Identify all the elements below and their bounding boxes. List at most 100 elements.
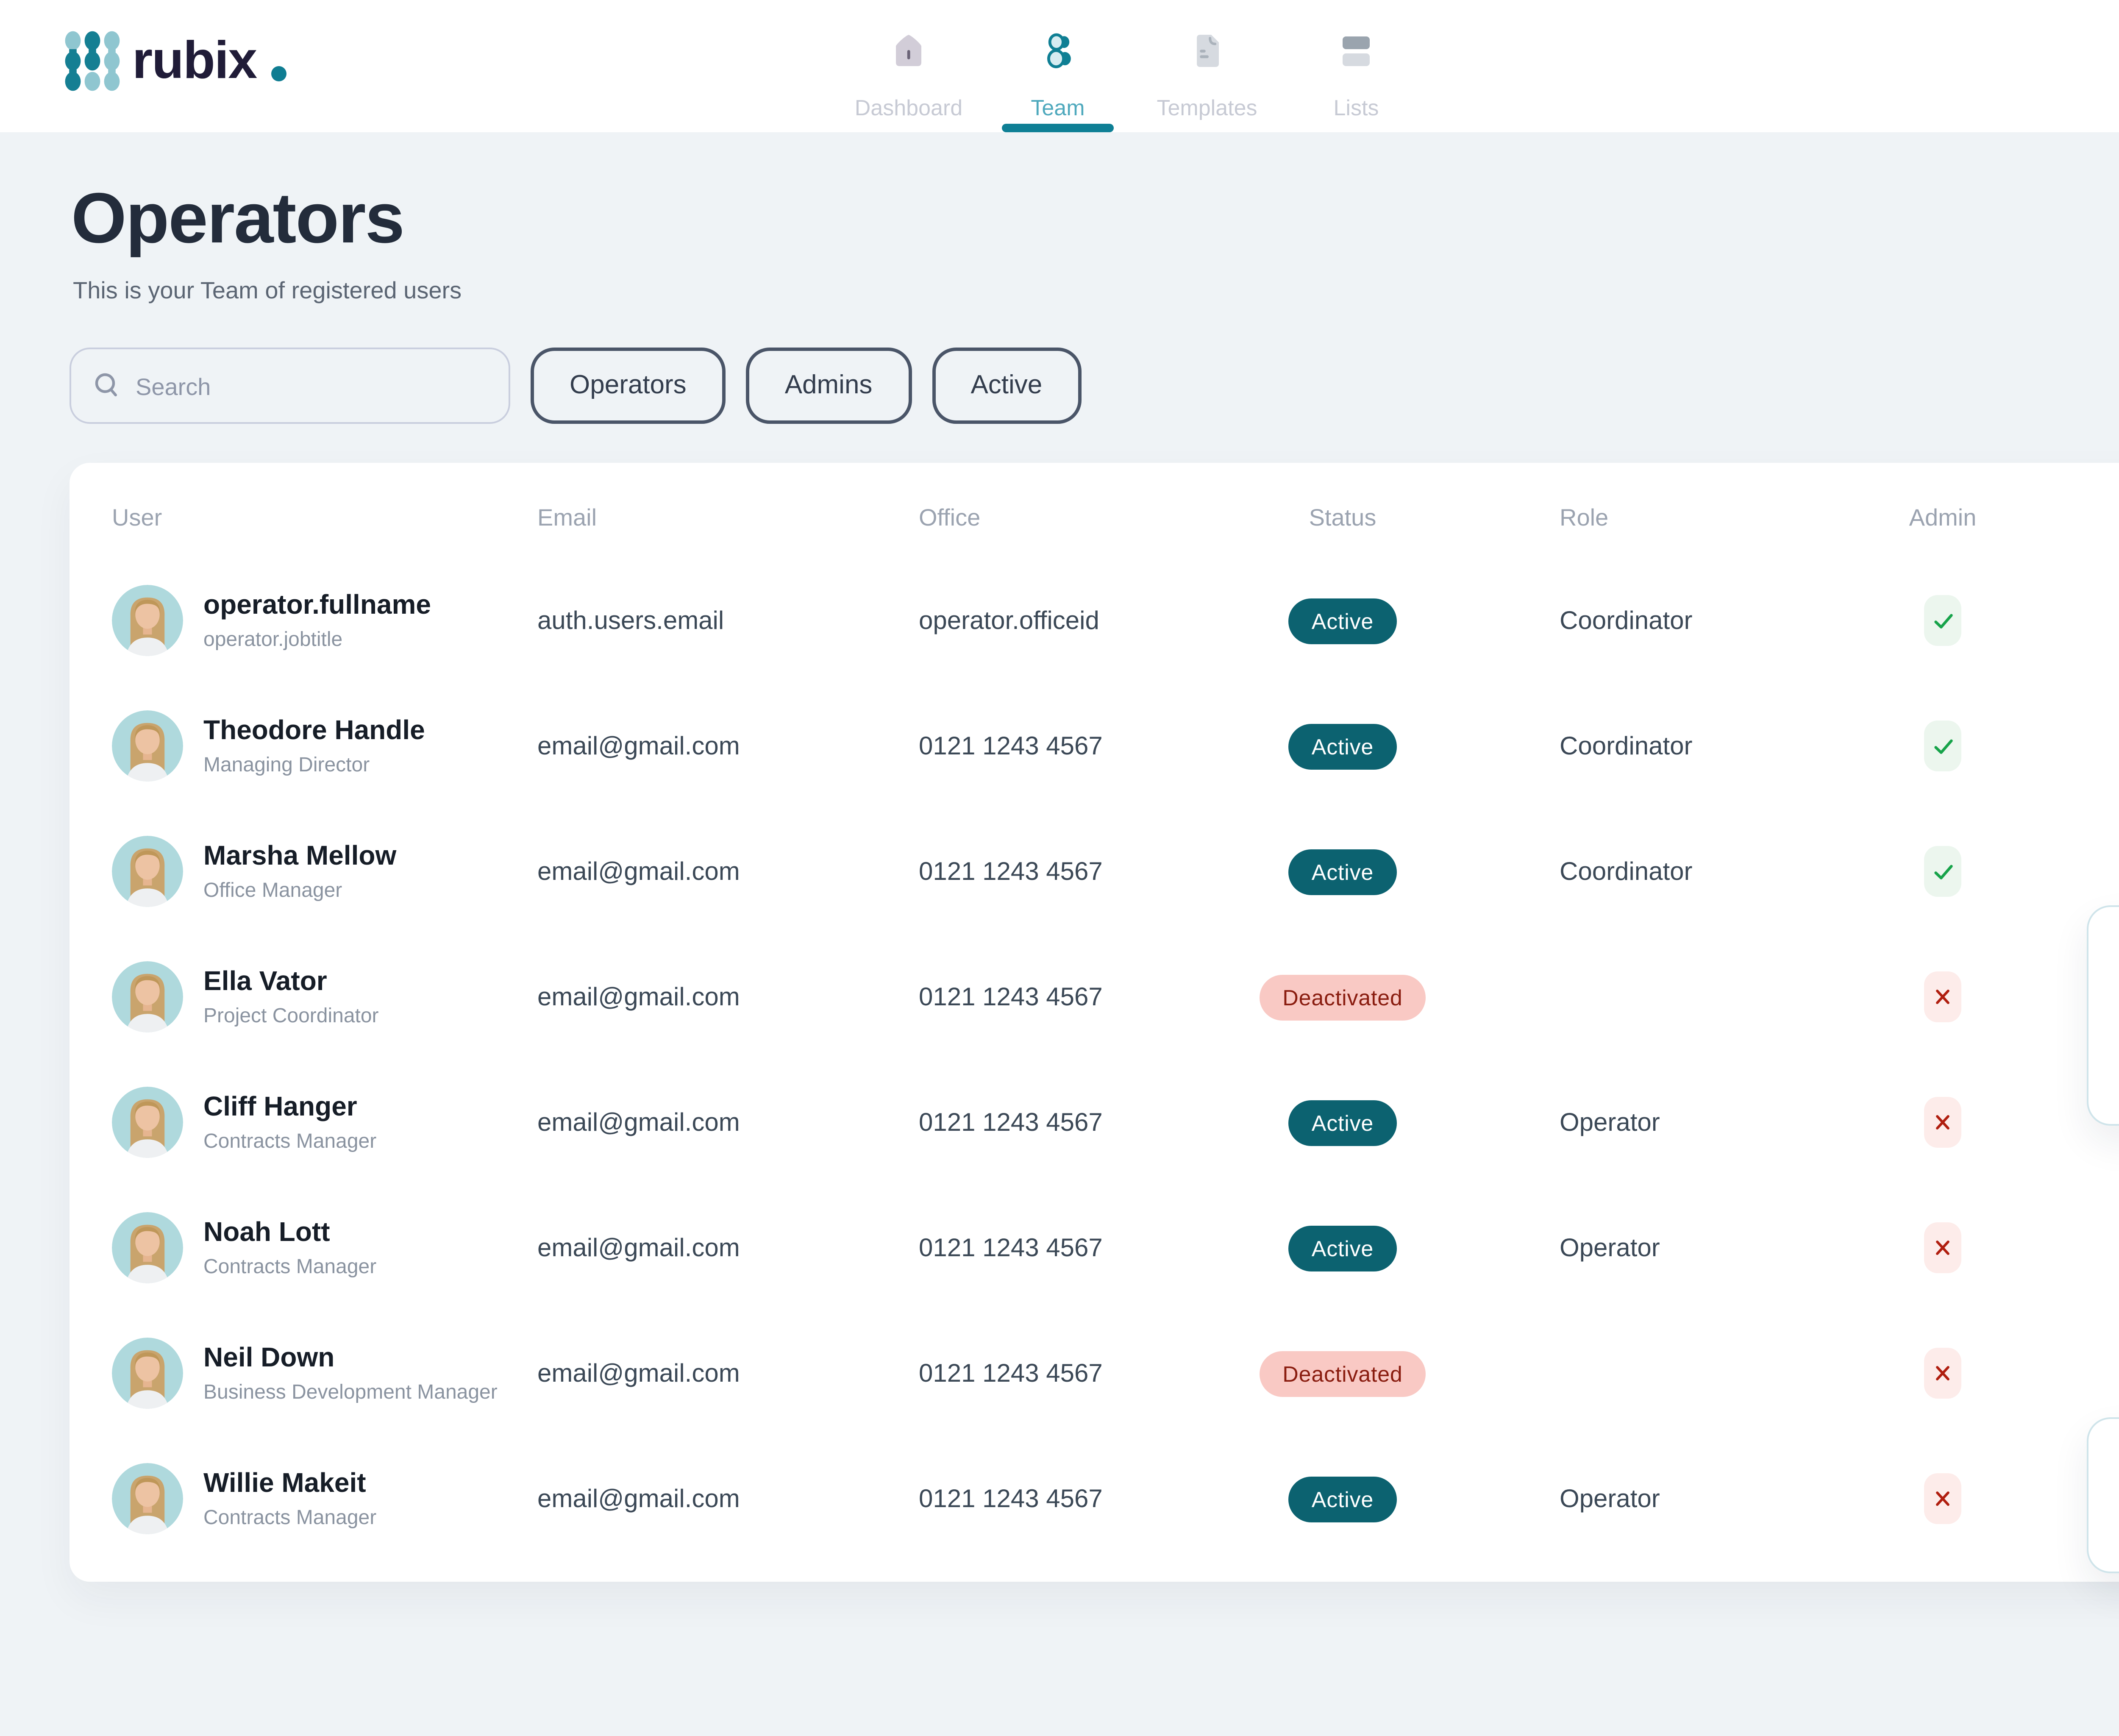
col-header-status: Status bbox=[1309, 504, 1377, 531]
admin-cell bbox=[1834, 1473, 2051, 1524]
user-avatar bbox=[112, 1463, 183, 1534]
office-cell: 0121 1243 4567 bbox=[919, 732, 1103, 760]
team-icon bbox=[1037, 31, 1078, 80]
admin-cell bbox=[1834, 595, 2051, 646]
user-name: Theodore Handle bbox=[203, 716, 425, 745]
rubix-logo[interactable]: rubix bbox=[64, 29, 287, 93]
table-row: Ella Vator Project Coordinator email@gma… bbox=[112, 934, 2119, 1060]
status-cell: Active bbox=[1258, 598, 1427, 643]
admin-yes-icon bbox=[1924, 595, 1961, 646]
user-text: Willie Makeit Contracts Manager bbox=[203, 1469, 376, 1528]
office-cell: 0121 1243 4567 bbox=[919, 1108, 1103, 1137]
col-header-user: User bbox=[112, 504, 162, 531]
email-cell: email@gmail.com bbox=[537, 982, 740, 1011]
role-cell: Coordinator bbox=[1560, 606, 1693, 635]
brand-name: rubix bbox=[132, 31, 257, 90]
menu-item-reactivate[interactable]: Reactivate bbox=[2088, 1495, 2119, 1560]
user-cell: Ella Vator Project Coordinator bbox=[112, 961, 537, 1032]
table-row: Willie Makeit Contracts Manager email@gm… bbox=[112, 1436, 2119, 1561]
page-title: Operators bbox=[71, 178, 405, 258]
status-badge: Active bbox=[1288, 723, 1398, 769]
admin-cell bbox=[1834, 721, 2051, 771]
email-cell: email@gmail.com bbox=[537, 857, 740, 886]
admin-no-icon bbox=[1924, 1348, 1961, 1399]
toolbar: Operators Admins Active bbox=[70, 348, 2119, 424]
col-header-office: Office bbox=[919, 504, 981, 531]
user-jobtitle: Contracts Manager bbox=[203, 1254, 377, 1277]
status-cell: Active bbox=[1258, 723, 1427, 769]
user-text: Ella Vator Project Coordinator bbox=[203, 967, 379, 1027]
role-cell: Coordinator bbox=[1560, 732, 1693, 760]
user-cell: Cliff Hanger Contracts Manager bbox=[112, 1087, 537, 1158]
status-cell: Active bbox=[1258, 1225, 1427, 1271]
user-jobtitle: Managing Director bbox=[203, 752, 370, 776]
row-actions-menu-deactivated-user: Update Reactivate bbox=[2087, 1417, 2119, 1573]
user-text: Theodore Handle Managing Director bbox=[203, 716, 425, 776]
admin-cell bbox=[1834, 1097, 2051, 1148]
status-badge: Active bbox=[1288, 1476, 1398, 1522]
filter-active-button[interactable]: Active bbox=[932, 348, 1082, 424]
user-name: Cliff Hanger bbox=[203, 1093, 357, 1121]
nav-label: Templates bbox=[1157, 95, 1257, 120]
nav-item-templates[interactable]: Templates bbox=[1132, 0, 1282, 132]
nav-item-dashboard[interactable]: Dashboard bbox=[834, 0, 983, 132]
user-cell: Willie Makeit Contracts Manager bbox=[112, 1463, 537, 1534]
user-jobtitle: Contracts Manager bbox=[203, 1128, 377, 1152]
email-cell: email@gmail.com bbox=[537, 732, 740, 760]
filter-operators-button[interactable]: Operators bbox=[531, 348, 726, 424]
table-row: Marsha Mellow Office Manager email@gmail… bbox=[112, 809, 2119, 934]
email-cell: auth.users.email bbox=[537, 606, 724, 635]
user-jobtitle: Business Development Manager bbox=[203, 1379, 498, 1403]
admin-no-icon bbox=[1924, 1473, 1961, 1524]
page-subtitle: This is your Team of registered users bbox=[73, 276, 462, 303]
role-cell: Operator bbox=[1560, 1484, 1660, 1513]
user-avatar bbox=[112, 836, 183, 907]
status-cell: Deactivated bbox=[1258, 974, 1427, 1020]
user-name: Ella Vator bbox=[203, 967, 327, 996]
user-avatar bbox=[112, 585, 183, 656]
user-avatar bbox=[112, 1338, 183, 1409]
menu-item-deactivate[interactable]: Deactivate bbox=[2088, 983, 2119, 1048]
status-badge: Active bbox=[1288, 598, 1398, 643]
search-input[interactable] bbox=[70, 348, 510, 424]
role-cell: Operator bbox=[1560, 1233, 1660, 1262]
brand-dot bbox=[272, 65, 287, 81]
nav-label: Dashboard bbox=[854, 95, 963, 120]
nav-label: Team bbox=[1031, 95, 1085, 120]
admin-cell bbox=[1834, 1222, 2051, 1273]
status-cell: Active bbox=[1258, 1476, 1427, 1522]
menu-item-update[interactable]: Update bbox=[2088, 1431, 2119, 1495]
col-header-admin: Admin bbox=[1909, 504, 1977, 531]
user-jobtitle: Project Coordinator bbox=[203, 1003, 379, 1027]
user-cell: Marsha Mellow Office Manager bbox=[112, 836, 537, 907]
user-text: Cliff Hanger Contracts Manager bbox=[203, 1093, 376, 1152]
user-jobtitle: Contracts Manager bbox=[203, 1505, 377, 1528]
menu-item-update[interactable]: Update bbox=[2088, 919, 2119, 983]
nav-item-team[interactable]: Team bbox=[983, 0, 1132, 132]
admin-no-icon bbox=[1924, 971, 1961, 1022]
user-name: Noah Lott bbox=[203, 1218, 330, 1247]
user-cell: Theodore Handle Managing Director bbox=[112, 710, 537, 782]
office-cell: 0121 1243 4567 bbox=[919, 857, 1103, 886]
status-badge: Deactivated bbox=[1259, 1350, 1427, 1396]
admin-yes-icon bbox=[1924, 721, 1961, 771]
table-row: operator.fullname operator.jobtitle auth… bbox=[112, 558, 2119, 683]
operators-table: User Email Office Status Role Admin Acti… bbox=[70, 463, 2119, 1582]
status-cell: Active bbox=[1258, 1099, 1427, 1145]
user-avatar bbox=[112, 961, 183, 1032]
action-cell bbox=[2051, 724, 2119, 768]
lists-icon bbox=[1336, 31, 1377, 80]
home-icon bbox=[888, 31, 929, 80]
user-cell: Neil Down Business Development Manager bbox=[112, 1338, 537, 1409]
nav-item-lists[interactable]: Lists bbox=[1282, 0, 1431, 132]
office-cell: operator.officeid bbox=[919, 606, 1099, 635]
filter-admins-button[interactable]: Admins bbox=[745, 348, 912, 424]
nav-label: Lists bbox=[1333, 95, 1379, 120]
email-cell: email@gmail.com bbox=[537, 1108, 740, 1137]
table-row: Cliff Hanger Contracts Manager email@gma… bbox=[112, 1060, 2119, 1185]
search-icon bbox=[95, 373, 117, 397]
action-cell bbox=[2051, 1226, 2119, 1270]
menu-item-toggle-admin[interactable]: Toggle Admin bbox=[2088, 1048, 2119, 1112]
role-cell: Coordinator bbox=[1560, 857, 1693, 886]
